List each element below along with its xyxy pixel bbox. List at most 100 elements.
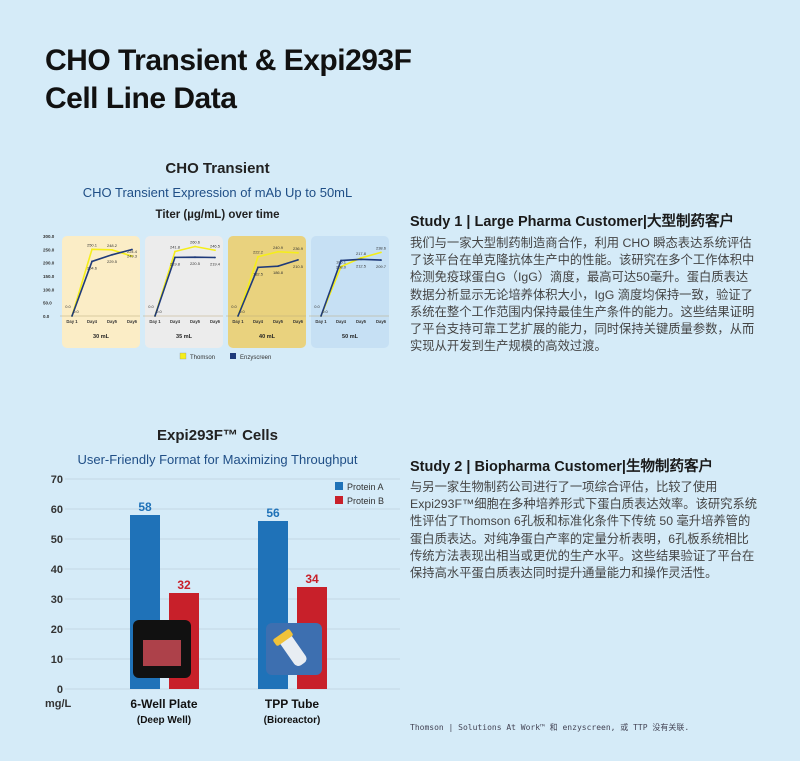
enzyscreen-data-label: 208.0 bbox=[336, 265, 347, 270]
bar-value-label: 56 bbox=[266, 506, 280, 520]
enzyscreen-data-label: 0.0 bbox=[73, 309, 79, 314]
enzyscreen-point bbox=[297, 258, 299, 261]
enzyscreen-line bbox=[71, 248, 133, 317]
title-line-2: Cell Line Data bbox=[45, 82, 237, 115]
x-tick-label: Day 1 bbox=[66, 319, 78, 324]
y-axis-label: mg/L bbox=[45, 698, 72, 710]
legend-label: Protein B bbox=[347, 496, 384, 506]
x-tick-label: Day5 bbox=[273, 319, 284, 324]
study1-heading: Study 1 | Large Pharma Customer|大型制药客户 bbox=[410, 214, 734, 230]
footnote: Thomson | Solutions At Work™ 和 enzyscree… bbox=[410, 723, 690, 732]
panel-bg bbox=[62, 236, 140, 348]
bar-value-label: 32 bbox=[177, 578, 191, 592]
legend-enzyscreen-swatch bbox=[230, 353, 236, 359]
x-tick-label: Day 1 bbox=[315, 319, 327, 324]
enzyscreen-data-label: 212.5 bbox=[356, 263, 367, 268]
legend-thomson-swatch bbox=[179, 352, 187, 360]
enzyscreen-point bbox=[111, 253, 113, 256]
thomson-data-label: 0.0 bbox=[231, 304, 237, 309]
cho-heading: CHO Transient bbox=[165, 160, 270, 177]
thomson-point bbox=[340, 265, 342, 268]
enzyscreen-point bbox=[194, 256, 196, 259]
enzyscreen-data-label: 220.5 bbox=[190, 261, 201, 266]
enzyscreen-point bbox=[237, 315, 239, 317]
enzyscreen-data-label: 204.6 bbox=[87, 265, 98, 270]
panel-label: 40 mL bbox=[259, 334, 276, 340]
thomson-point bbox=[91, 248, 93, 251]
thomson-point bbox=[194, 245, 196, 248]
thomson-data-label: 240.9 bbox=[273, 245, 284, 250]
enzyscreen-data-label: 229.5 bbox=[107, 259, 118, 264]
enzyscreen-point bbox=[360, 258, 362, 261]
category-label: 6-Well Plate bbox=[130, 697, 197, 711]
thomson-data-label: 250.1 bbox=[87, 242, 98, 247]
thomson-data-label: 0.0 bbox=[314, 304, 320, 309]
y-tick-label: 100.0 bbox=[43, 287, 55, 292]
enzyscreen-point bbox=[174, 256, 176, 259]
thomson-point bbox=[111, 248, 113, 251]
page-title: CHO Transient & Expi293F Cell Line Data bbox=[45, 42, 412, 118]
cho-line-chart: 0.0 50.0 100.0 150.0 200.0 250.0 300.0 Day 1 Day… bbox=[43, 234, 389, 361]
enzyscreen-line bbox=[154, 256, 216, 317]
bar-value-label: 58 bbox=[138, 500, 152, 514]
enzyscreen-point bbox=[131, 248, 133, 251]
thomson-point bbox=[214, 249, 216, 252]
panel-label: 35 mL bbox=[176, 334, 193, 340]
panel-label: 30 mL bbox=[93, 334, 110, 340]
y-tick-label: 200.0 bbox=[43, 261, 55, 266]
panel-bg bbox=[145, 236, 223, 348]
thomson-line bbox=[320, 251, 382, 317]
x-tick-label: Day6 bbox=[127, 319, 138, 324]
enzyscreen-data-label: 0.0 bbox=[239, 309, 245, 314]
title-line-1: CHO Transient & Expi293F bbox=[45, 44, 412, 77]
study1-body: 我们与一家大型制药制造商合作，利用 CHO 瞬态表达系统评估了该平台在单克隆抗体… bbox=[410, 236, 755, 354]
x-tick-label: Day 1 bbox=[149, 319, 161, 324]
enzyscreen-point bbox=[154, 315, 156, 317]
y-tick-label: 0 bbox=[57, 684, 63, 696]
enzyscreen-point bbox=[320, 315, 322, 317]
x-tick-label: Day5 bbox=[356, 319, 367, 324]
thomson-point bbox=[360, 257, 362, 259]
panel-bg bbox=[311, 236, 389, 348]
enzyscreen-data-label: 219.4 bbox=[210, 261, 221, 266]
thomson-data-label: 217.8 bbox=[356, 251, 367, 256]
thomson-data-label: 224.4 bbox=[127, 249, 138, 254]
enzyscreen-point bbox=[380, 259, 382, 261]
enzyscreen-data-label: 210.5 bbox=[293, 264, 304, 269]
study2-heading: Study 2 | Biopharma Customer|生物制药客户 bbox=[410, 459, 713, 475]
y-tick-label: 40 bbox=[51, 564, 63, 576]
enzyscreen-data-label: 0.0 bbox=[322, 309, 328, 314]
legend-label: Protein A bbox=[347, 482, 384, 492]
enzyscreen-point bbox=[91, 260, 93, 263]
panel-label: 50 mL bbox=[342, 334, 359, 340]
y-tick-label: 50.0 bbox=[43, 301, 52, 306]
thomson-data-label: 246.5 bbox=[210, 243, 221, 248]
legend-swatch bbox=[335, 496, 343, 504]
x-tick-label: Day6 bbox=[293, 319, 304, 324]
category-label: TPP Tube bbox=[265, 697, 320, 711]
enzyscreen-data-label: 249.3 bbox=[127, 254, 138, 259]
enzyscreen-point bbox=[340, 259, 342, 262]
tpp-tube-body bbox=[279, 634, 307, 666]
y-tick-label: 50 bbox=[51, 534, 63, 546]
y-tick-label: 250.0 bbox=[43, 247, 55, 252]
thomson-data-label: 260.6 bbox=[190, 240, 201, 245]
thomson-data-label: 0.0 bbox=[148, 304, 154, 309]
x-tick-label: Day4 bbox=[170, 319, 181, 324]
expi-subtitle: User-Friendly Format for Maximizing Thro… bbox=[77, 452, 358, 467]
thomson-point bbox=[257, 255, 259, 258]
cho-chart-title: Titer (µg/mL) over time bbox=[155, 209, 280, 221]
thomson-data-label: 0.0 bbox=[65, 304, 71, 309]
thomson-point bbox=[277, 250, 279, 253]
y-tick-label: 10 bbox=[51, 654, 63, 666]
tpp-tube-cap bbox=[273, 629, 293, 646]
x-tick-label: Day4 bbox=[87, 319, 98, 324]
thomson-line bbox=[154, 245, 216, 317]
y-tick-label: 70 bbox=[51, 474, 63, 486]
bar-value-label: 34 bbox=[305, 572, 319, 586]
legend-enzyscreen-label: Enzyscreen bbox=[240, 355, 271, 361]
category-sublabel: (Bioreactor) bbox=[264, 715, 321, 726]
expi-bar-chart: 0 10 20 30 40 50 60 70 mg/L 58 56 32 34 6-Well Plate (… bbox=[45, 474, 400, 726]
x-tick-label: Day6 bbox=[376, 319, 387, 324]
enzyscreen-line bbox=[320, 258, 382, 317]
